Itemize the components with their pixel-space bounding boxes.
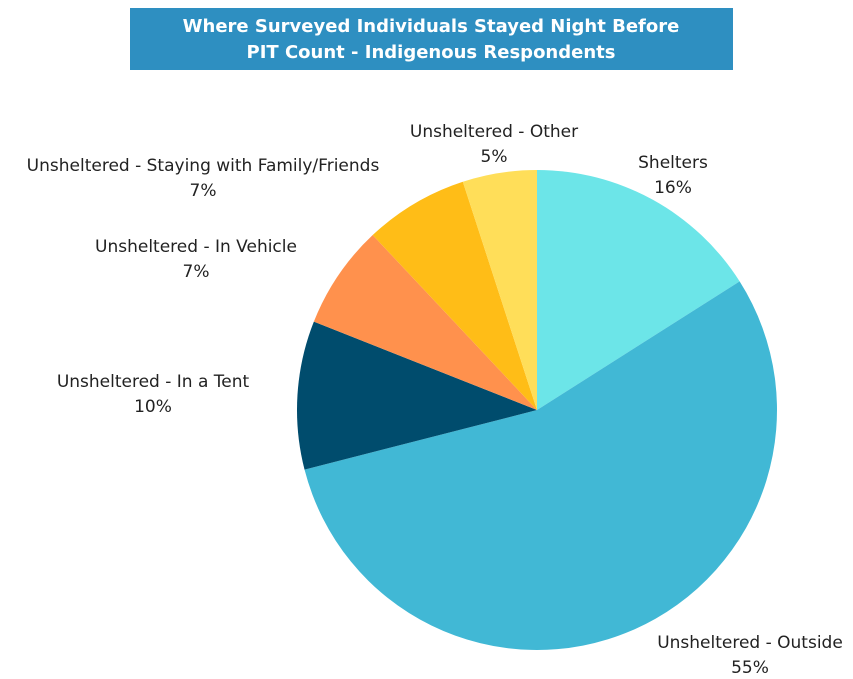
chart-title: PIT Count - Indigenous Respondents	[247, 42, 616, 63]
pie-slice	[537, 170, 740, 410]
pie-slice	[313, 235, 537, 410]
slice-value: 7%	[183, 262, 210, 282]
pie-slice	[462, 170, 537, 410]
pie-slice	[297, 321, 537, 470]
chart-title: Where Surveyed Individuals Stayed Night …	[183, 16, 680, 37]
pie-slice	[372, 181, 537, 410]
slice-label: Unsheltered - Staying with Family/Friend…	[27, 156, 380, 176]
slice-value: 5%	[481, 147, 508, 167]
slice-value: 16%	[654, 178, 692, 198]
slice-value: 7%	[190, 181, 217, 201]
pie-slice	[304, 281, 777, 651]
slice-label: Unsheltered - In a Tent	[57, 372, 250, 392]
slice-value: 10%	[134, 397, 172, 417]
title-box	[130, 8, 733, 70]
slice-label: Shelters	[638, 153, 708, 173]
slice-label: Unsheltered - Other	[410, 122, 578, 142]
slice-label: Unsheltered - In Vehicle	[95, 237, 297, 257]
slice-label: Unsheltered - Outside	[657, 633, 843, 653]
slice-value: 55%	[731, 658, 769, 678]
